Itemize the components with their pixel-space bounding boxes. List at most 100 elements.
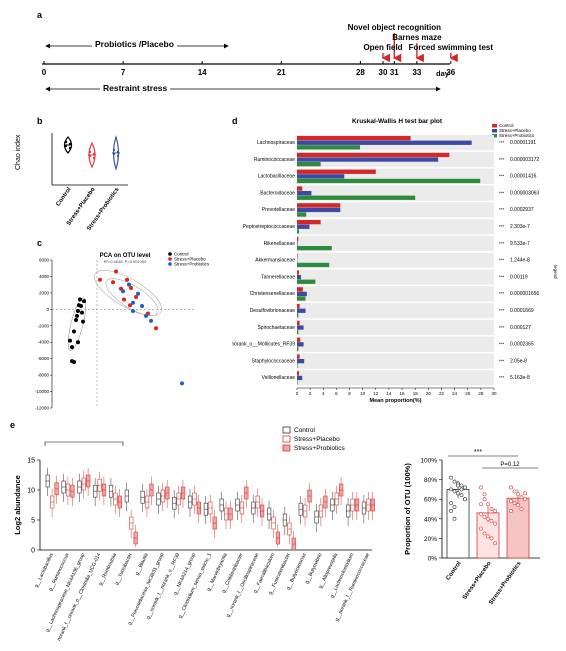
- otu-category-label-control: Control: [445, 560, 462, 581]
- kw-category-label-tannerellaceae: Tannerellaceae: [261, 274, 295, 280]
- otu-point-stress-probiotics: [509, 499, 513, 504]
- kw-bar-stress-placebo: [297, 325, 304, 330]
- box-legend-swatch-stress-placebo: [282, 435, 291, 443]
- kw-star-marker: ***: [499, 207, 505, 212]
- otu-point-stress-placebo: [479, 526, 483, 531]
- pca-title: PCA on OTU level: [100, 253, 151, 259]
- kw-pvalue: 9.533e-7: [510, 241, 530, 247]
- box-legend-swatch-stress-probiotics: [282, 444, 291, 452]
- otu-point-control: [449, 501, 453, 506]
- violin-point-stress-probiotics: [116, 154, 120, 158]
- violin-point-control: [64, 140, 68, 144]
- restraint-label: Restraint stress: [100, 83, 171, 93]
- tick-label-14: 14: [197, 68, 207, 77]
- kw-bar-stress-probiotics: [297, 363, 298, 368]
- kw-category-label-christensenellaceae: Christensenellaceae: [250, 291, 296, 297]
- kw-bar-control: [297, 203, 341, 208]
- box-ytick-label: 5: [31, 518, 35, 525]
- otu-sig-marker: ***: [474, 449, 482, 456]
- otu-point-stress-placebo: [489, 536, 494, 541]
- kw-bar-stress-placebo: [297, 224, 310, 229]
- kw-legend-label-stress-probiotics: Stress+Probiotics: [499, 133, 535, 138]
- violin-point-stress-placebo: [88, 150, 92, 154]
- kw-bar-control: [297, 337, 301, 342]
- violin-point-stress-placebo: [92, 156, 96, 160]
- pca-point-stress-probiotics: [180, 381, 184, 386]
- kw-bar-control: [297, 152, 450, 158]
- kw-row-bg: [297, 219, 494, 235]
- tick-label-30: 30: [378, 68, 388, 77]
- otu-point-control: [449, 487, 453, 492]
- otu-ytick-label: 0%: [428, 556, 438, 563]
- box-category-label-g-blautia: g__Blautia: [134, 552, 150, 576]
- kw-bar-stress-probiotics: [297, 162, 321, 167]
- kw-row-bg: [297, 370, 494, 386]
- pca-point-control: [74, 318, 78, 323]
- kw-bar-stress-placebo: [297, 241, 298, 246]
- otu-point-stress-probiotics: [509, 509, 513, 513]
- kw-star-marker: ***: [499, 375, 505, 380]
- box-ylabel: Log2 abundance: [13, 475, 22, 535]
- pca-ellipse-stress-placebo: [94, 270, 162, 316]
- kw-category-label-rikenellaceae: Rikenellaceae: [264, 241, 296, 247]
- kw-bar-stress-probiotics: [297, 330, 299, 335]
- pca-point-stress-probiotics: [149, 318, 153, 323]
- otu-point-stress-placebo: [479, 485, 483, 490]
- otu-point-control: [452, 516, 457, 521]
- kw-bar-stress-placebo: [297, 207, 341, 213]
- kw-star-marker: ***: [499, 140, 505, 145]
- kw-star-marker: ***: [499, 325, 505, 330]
- pca-point-control: [79, 304, 83, 309]
- otu-point-control: [449, 509, 453, 513]
- kw-xtick-label: 20: [426, 391, 432, 396]
- otu-point-stress-probiotics: [516, 492, 520, 497]
- kw-bar-stress-probiotics: [297, 229, 299, 234]
- tick-label-31: 31: [389, 68, 399, 77]
- pca-ytick-label: -10000: [35, 389, 50, 394]
- otu-point-control: [449, 475, 453, 480]
- kw-star-marker: ***: [499, 174, 505, 179]
- tick-label-21: 21: [276, 68, 286, 77]
- kw-category-label-veillonellaceae: Veillonellaceae: [262, 375, 296, 381]
- kw-star-marker: ***: [499, 258, 505, 263]
- otu-point-control: [456, 491, 460, 496]
- kw-pvalue: 2.05e-8: [510, 358, 527, 364]
- otu-point-stress-placebo: [479, 502, 483, 507]
- violin-category-label-control: Control: [55, 186, 72, 207]
- kw-star-marker: ***: [499, 190, 505, 195]
- kw-xtick-label: 14: [386, 391, 392, 396]
- kw-pvalue: 0.000127: [510, 325, 531, 331]
- kw-bar-stress-placebo: [297, 157, 439, 162]
- pca-point-stress-placebo: [128, 303, 132, 308]
- kw-bar-control: [297, 354, 300, 359]
- kw-xtick-label: 8: [348, 391, 351, 396]
- kw-bar-stress-placebo: [297, 359, 305, 364]
- kw-bar-stress-placebo: [297, 140, 472, 145]
- kw-bar-control: [297, 169, 376, 174]
- box-legend-label-stress-placebo: Stress+Placebo: [294, 436, 340, 443]
- otu-point-stress-probiotics: [516, 503, 520, 507]
- otu-point-control: [459, 493, 464, 498]
- pca-point-control: [81, 319, 85, 324]
- pca-ytick-label: 2000: [39, 290, 50, 295]
- kw-bar-control: [297, 270, 299, 275]
- pca-ellipse-control: [67, 297, 87, 351]
- kw-pvalue: 0.0002365: [510, 342, 534, 348]
- pca-ytick-label: -4000: [37, 340, 49, 345]
- pca-point-control: [70, 345, 74, 350]
- otu-proportion-chart: Proportion of OTU (100%) 100% 80% 60% 40% 20%…: [403, 449, 540, 606]
- violin-stress-placebo: [88, 141, 96, 169]
- otu-ytick-label: 20%: [424, 536, 437, 543]
- otu-point-control: [463, 485, 467, 490]
- otu-point-control: [459, 483, 464, 488]
- panel-label-c: c: [37, 238, 43, 248]
- otu-point-stress-placebo: [489, 507, 494, 511]
- pca-ellipse-stress-probiotics: [105, 278, 159, 316]
- pca-subtitle: R²=0.4546, P=0.001000: [104, 259, 147, 264]
- event-label-novel-object-recognition: Novel object recognition: [347, 23, 441, 32]
- otu-point-stress-probiotics: [519, 495, 524, 500]
- box-legend-label-stress-probiotics: Stress+Probiotics: [294, 445, 346, 452]
- kw-category-label-ruminococcaceae: Ruminococcaceae: [254, 157, 295, 163]
